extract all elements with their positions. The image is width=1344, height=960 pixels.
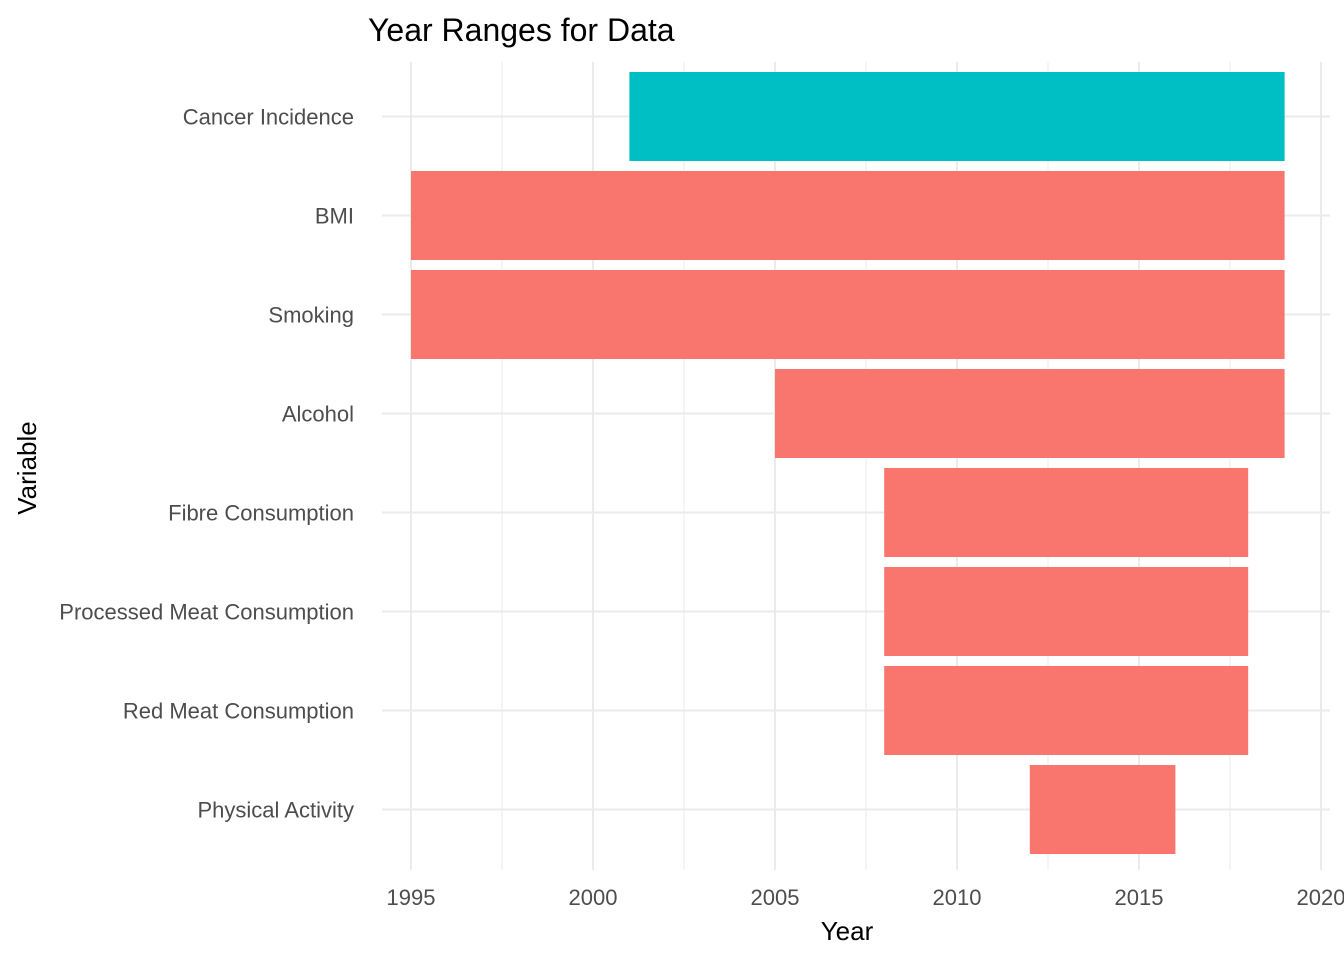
bar <box>411 270 1285 359</box>
bar <box>1029 765 1176 854</box>
y-tick-label: Red Meat Consumption <box>123 699 354 724</box>
x-tick-label: 2015 <box>1115 885 1164 910</box>
y-tick-label: Smoking <box>268 303 354 328</box>
x-tick-label: 2000 <box>569 885 618 910</box>
x-tick-label: 2010 <box>933 885 982 910</box>
x-tick-label: 1995 <box>387 885 436 910</box>
bars <box>411 72 1285 854</box>
bar <box>884 468 1249 557</box>
y-tick-labels: Cancer Incidence BMI Smoking Alcohol Fibre C… <box>59 105 354 823</box>
y-axis-title: Variable <box>12 421 42 514</box>
bar <box>884 666 1249 755</box>
y-tick-label: Alcohol <box>282 402 354 427</box>
x-axis-title: Year <box>821 916 874 946</box>
y-tick-label: BMI <box>315 204 354 229</box>
y-tick-label: Fibre Consumption <box>168 501 354 526</box>
x-tick-labels: 1995 2000 2005 2010 2015 2020 <box>387 885 1344 910</box>
bar <box>629 72 1285 161</box>
y-tick-label: Physical Activity <box>198 798 355 823</box>
bar <box>775 369 1285 458</box>
x-tick-label: 2020 <box>1297 885 1344 910</box>
chart-title: Year Ranges for Data <box>368 12 675 48</box>
x-tick-label: 2005 <box>751 885 800 910</box>
y-tick-label: Cancer Incidence <box>183 105 354 130</box>
bar <box>411 171 1285 260</box>
bar <box>884 567 1249 656</box>
y-tick-label: Processed Meat Consumption <box>59 600 354 625</box>
